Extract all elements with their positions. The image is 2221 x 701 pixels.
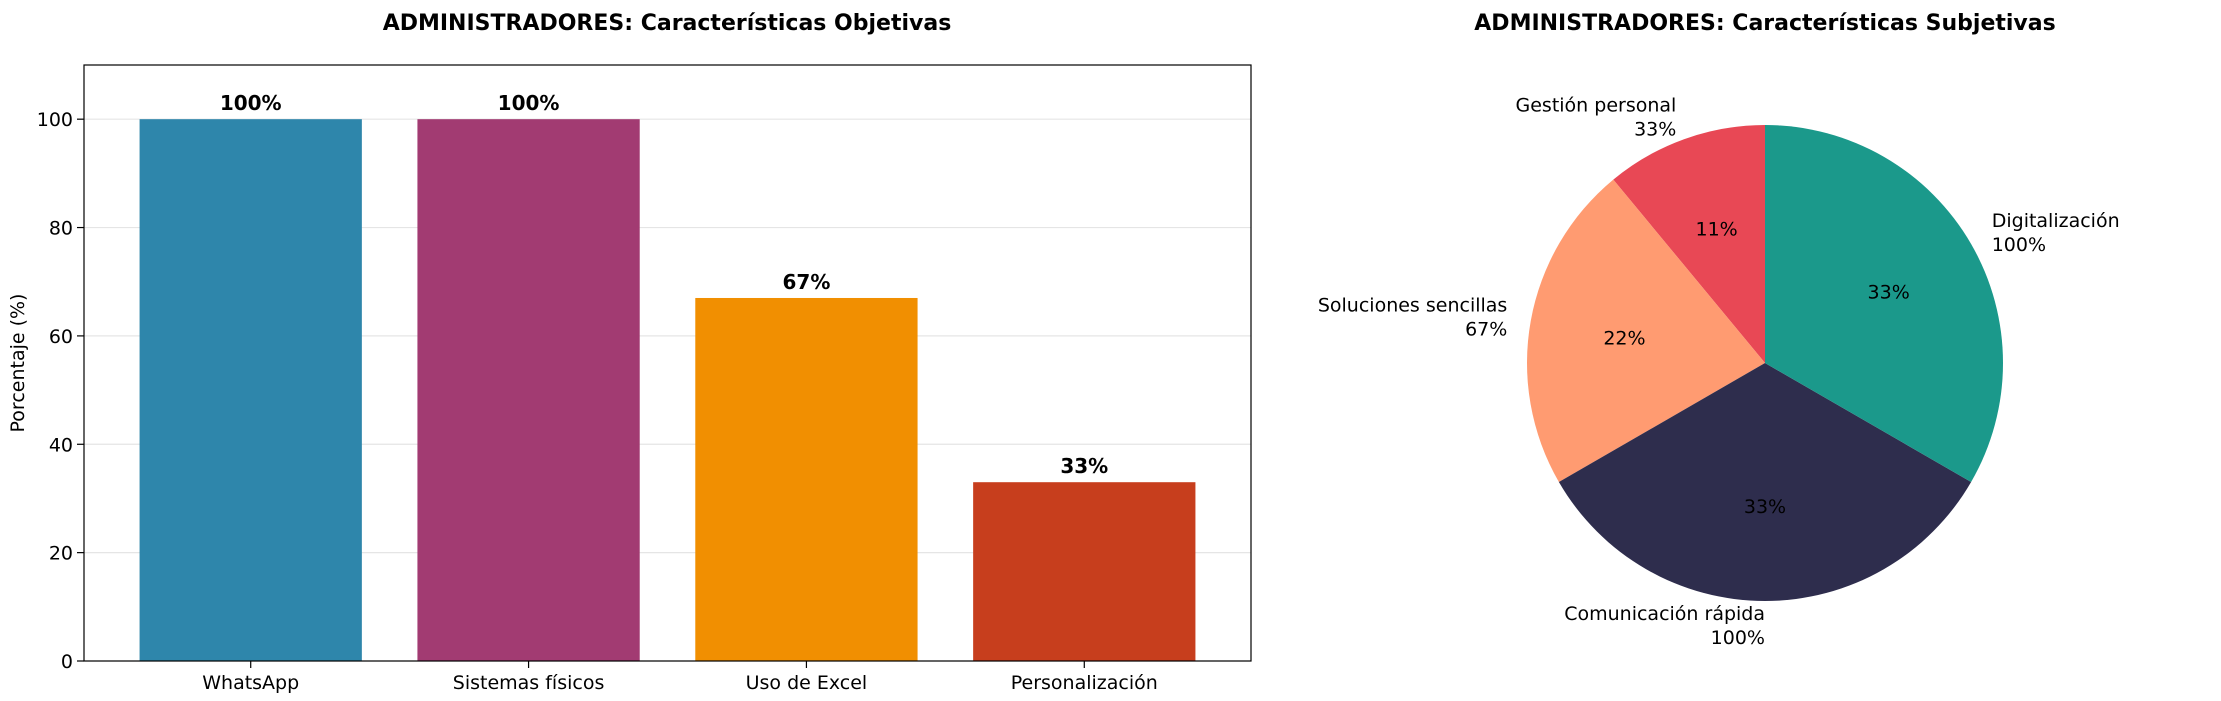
bar-y-tick-label: 100 bbox=[37, 109, 73, 131]
bar-y-tick-label: 20 bbox=[49, 543, 73, 565]
pie-slices bbox=[1527, 125, 2004, 601]
bar-chart-ylabel: Porcentaje (%) bbox=[7, 294, 29, 433]
bar-value-label: 100% bbox=[220, 91, 282, 115]
bar-x-tick-label: WhatsApp bbox=[202, 672, 299, 694]
bar-value-label: 100% bbox=[498, 91, 560, 115]
pie-percent-labels: 11% 22% 33% 33% bbox=[1603, 219, 1909, 518]
bar-value-labels: 100% 100% 67% 33% bbox=[220, 91, 1108, 478]
bar-x-tick-label: Uso de Excel bbox=[746, 672, 868, 694]
bar-x-tick-label: Personalización bbox=[1011, 672, 1158, 694]
bar-y-tick-label: 80 bbox=[49, 218, 73, 240]
pie-slice bbox=[1613, 125, 1765, 363]
bar-y-axis-ticks: 0 20 40 60 80 100 bbox=[37, 109, 84, 673]
bar bbox=[973, 482, 1196, 661]
pie-slice-label: Digitalización 100% bbox=[1992, 210, 2120, 256]
bar-chart-title: ADMINISTRADORES: Características Objetiv… bbox=[383, 11, 952, 36]
pie-chart: ADMINISTRADORES: Características Subjeti… bbox=[1318, 11, 2120, 649]
bar bbox=[417, 119, 640, 661]
pie-slice-label: Soluciones sencillas 67% bbox=[1318, 295, 1507, 341]
pie-slice bbox=[1527, 179, 1765, 482]
pie-slice-label: Comunicación rápida 100% bbox=[1564, 603, 1765, 649]
bar-plot-frame bbox=[83, 64, 1252, 662]
pie-percent-label: 33% bbox=[1744, 496, 1786, 518]
bar-bars bbox=[139, 119, 1196, 661]
bar-x-axis-ticks: WhatsApp Sistemas físicos Uso de Excel Pers… bbox=[202, 661, 1158, 694]
bar-chart: ADMINISTRADORES: Características Objetiv… bbox=[7, 11, 1252, 694]
bar bbox=[139, 119, 362, 661]
bar-y-tick-label: 40 bbox=[49, 434, 73, 456]
pie-percent-label: 11% bbox=[1696, 219, 1738, 241]
bar-value-label: 33% bbox=[1060, 454, 1108, 478]
pie-slice-labels: Gestión personal 33% Soluciones sencillas 6… bbox=[1318, 95, 2120, 649]
pie-slice bbox=[1765, 125, 2004, 482]
pie-chart-title: ADMINISTRADORES: Características Subjeti… bbox=[1474, 11, 2055, 36]
bar-value-label: 67% bbox=[782, 270, 830, 294]
bar-y-tick-label: 60 bbox=[49, 326, 73, 348]
pie-percent-label: 33% bbox=[1868, 282, 1910, 304]
bar-x-tick-label: Sistemas físicos bbox=[453, 672, 605, 694]
pie-percent-label: 22% bbox=[1603, 328, 1645, 350]
bar-y-tick-label: 0 bbox=[61, 651, 73, 673]
pie-slice-label: Gestión personal 33% bbox=[1516, 95, 1677, 141]
bar bbox=[695, 297, 918, 661]
